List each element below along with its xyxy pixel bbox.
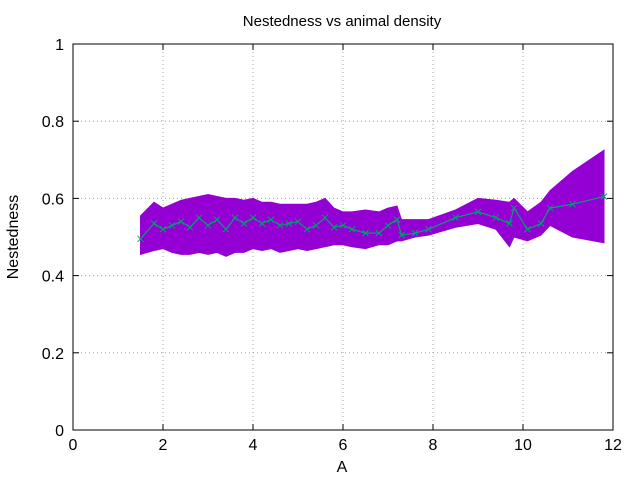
data-point bbox=[321, 214, 329, 222]
data-point bbox=[312, 222, 320, 229]
data-point bbox=[474, 208, 482, 216]
data-point bbox=[159, 225, 167, 233]
data-point bbox=[150, 220, 158, 227]
data-point bbox=[546, 204, 554, 212]
data-point bbox=[375, 229, 383, 237]
data-point bbox=[524, 225, 531, 233]
data-point bbox=[537, 220, 545, 227]
chart-title: Nestedness vs animal density bbox=[243, 13, 442, 30]
data-point bbox=[168, 222, 176, 229]
data-point bbox=[398, 231, 405, 239]
data-point bbox=[204, 222, 212, 229]
y-tick-label: 1 bbox=[55, 37, 64, 54]
x-tick-label: 2 bbox=[159, 437, 168, 454]
y-tick-label: 0.6 bbox=[42, 191, 64, 208]
x-tick-label: 10 bbox=[514, 437, 532, 454]
data-point bbox=[600, 193, 608, 200]
data-point bbox=[425, 225, 432, 233]
data-point bbox=[330, 223, 338, 231]
x-tick-label: 8 bbox=[429, 437, 438, 454]
confidence-band bbox=[140, 149, 605, 257]
data-point bbox=[177, 218, 185, 225]
x-tick-label: 12 bbox=[604, 437, 622, 454]
x-tick-label: 6 bbox=[339, 437, 348, 454]
data-point bbox=[240, 220, 248, 227]
data-point bbox=[195, 214, 203, 222]
data-point bbox=[267, 216, 275, 223]
data-point bbox=[222, 225, 230, 233]
data-point bbox=[186, 223, 194, 231]
y-tick-label: 0.2 bbox=[42, 346, 64, 363]
data-point bbox=[362, 229, 369, 237]
data-point bbox=[384, 222, 392, 229]
band-area bbox=[140, 149, 605, 257]
data-point bbox=[303, 225, 311, 233]
data-point bbox=[492, 214, 500, 222]
data-point bbox=[339, 222, 347, 229]
x-tick-label: 4 bbox=[249, 437, 258, 454]
y-axis-ticks: 0 0.2 0.4 0.6 0.8 1 bbox=[42, 37, 613, 440]
data-point-markers bbox=[137, 193, 608, 243]
y-axis-label: Nestedness bbox=[5, 195, 22, 280]
x-axis-label: A bbox=[337, 459, 348, 476]
y-tick-label: 0.4 bbox=[42, 269, 64, 286]
y-tick-label: 0.8 bbox=[42, 114, 64, 131]
data-point bbox=[506, 220, 513, 227]
data-point bbox=[348, 225, 356, 233]
y-tick-label: 0 bbox=[55, 423, 64, 440]
data-point bbox=[294, 218, 302, 225]
data-point bbox=[213, 216, 221, 223]
data-point bbox=[510, 204, 518, 212]
data-point bbox=[452, 214, 459, 222]
data-point bbox=[231, 214, 239, 222]
data-point bbox=[276, 222, 284, 229]
data-point bbox=[393, 216, 401, 223]
data-point bbox=[258, 220, 266, 227]
data-point bbox=[411, 229, 419, 237]
x-axis-ticks: 0 2 4 6 8 10 12 bbox=[69, 44, 622, 454]
data-point bbox=[137, 235, 144, 243]
x-tick-label: 0 bbox=[69, 437, 78, 454]
data-point bbox=[285, 220, 293, 227]
data-point bbox=[569, 200, 576, 208]
data-point bbox=[249, 214, 257, 222]
